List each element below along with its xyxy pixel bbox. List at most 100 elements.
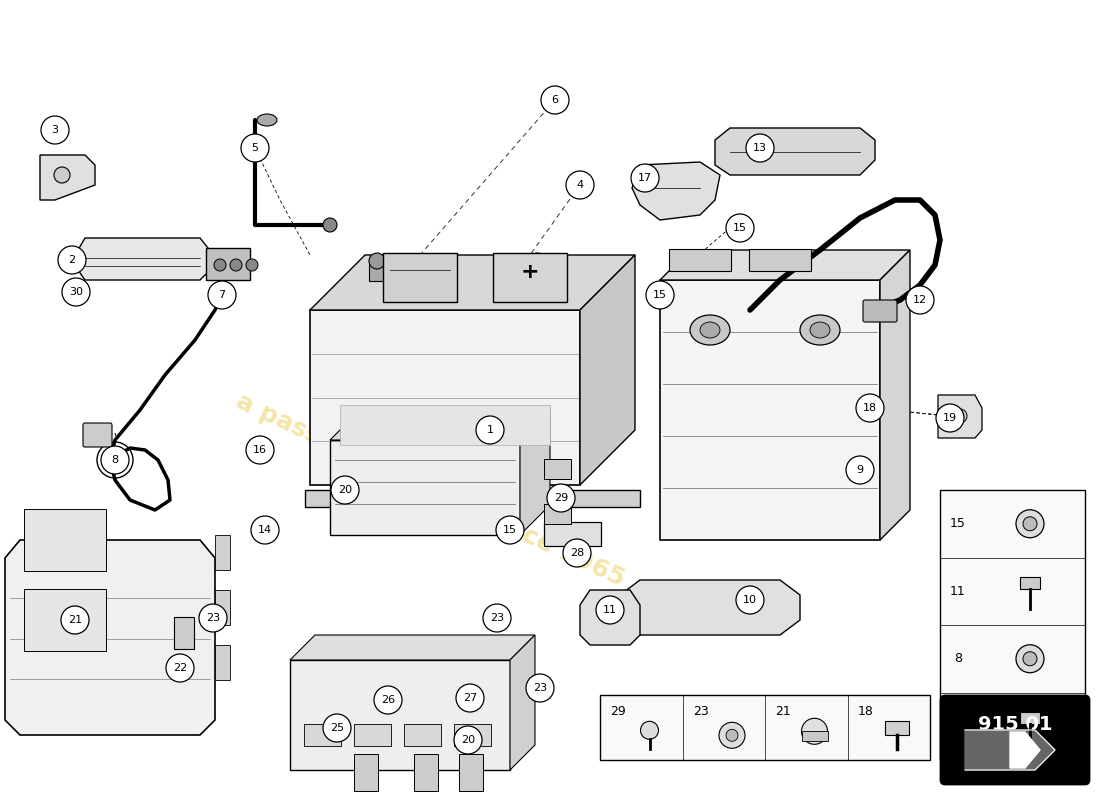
Text: 17: 17 — [638, 173, 652, 183]
Text: 9: 9 — [857, 465, 864, 475]
Circle shape — [1016, 510, 1044, 538]
Circle shape — [331, 476, 359, 504]
FancyBboxPatch shape — [544, 459, 571, 479]
Text: 29: 29 — [554, 493, 568, 503]
Text: 12: 12 — [913, 295, 927, 305]
Text: 8: 8 — [111, 455, 119, 465]
FancyBboxPatch shape — [459, 754, 483, 791]
Circle shape — [323, 714, 351, 742]
FancyBboxPatch shape — [940, 490, 1085, 760]
FancyBboxPatch shape — [1020, 712, 1040, 724]
FancyBboxPatch shape — [354, 724, 390, 746]
Text: 30: 30 — [69, 287, 82, 297]
FancyBboxPatch shape — [206, 248, 250, 280]
Polygon shape — [310, 255, 635, 310]
FancyBboxPatch shape — [600, 695, 930, 760]
Circle shape — [476, 416, 504, 444]
Text: 4: 4 — [576, 180, 584, 190]
Polygon shape — [620, 580, 800, 635]
Circle shape — [846, 456, 874, 484]
Circle shape — [936, 404, 964, 432]
Circle shape — [54, 167, 70, 183]
FancyBboxPatch shape — [940, 696, 1089, 784]
Text: 23: 23 — [490, 613, 504, 623]
Polygon shape — [330, 440, 520, 535]
FancyBboxPatch shape — [404, 724, 441, 746]
Polygon shape — [510, 635, 535, 770]
Text: 3: 3 — [52, 125, 58, 135]
Circle shape — [646, 281, 674, 309]
Polygon shape — [520, 410, 550, 535]
Circle shape — [726, 214, 754, 242]
Polygon shape — [40, 155, 95, 200]
Polygon shape — [368, 261, 385, 281]
Circle shape — [1023, 652, 1037, 666]
Circle shape — [208, 281, 236, 309]
Polygon shape — [880, 250, 910, 540]
Circle shape — [368, 253, 385, 269]
Circle shape — [97, 442, 133, 478]
Circle shape — [58, 246, 86, 274]
Text: 23: 23 — [532, 683, 547, 693]
Text: 27: 27 — [463, 693, 477, 703]
Circle shape — [953, 409, 967, 423]
Polygon shape — [290, 660, 510, 770]
Text: 22: 22 — [173, 663, 187, 673]
Circle shape — [374, 686, 401, 714]
Circle shape — [526, 674, 554, 702]
Text: 5: 5 — [252, 143, 258, 153]
Text: 10: 10 — [742, 595, 757, 605]
FancyBboxPatch shape — [354, 754, 378, 791]
Text: 25: 25 — [330, 723, 344, 733]
Circle shape — [41, 116, 69, 144]
Polygon shape — [965, 730, 1055, 770]
Circle shape — [719, 722, 745, 748]
Polygon shape — [78, 238, 208, 280]
Ellipse shape — [800, 315, 840, 345]
Text: 19: 19 — [943, 413, 957, 423]
Circle shape — [456, 684, 484, 712]
Polygon shape — [938, 395, 982, 438]
Text: 11: 11 — [603, 605, 617, 615]
FancyBboxPatch shape — [802, 731, 827, 742]
Text: 21: 21 — [68, 615, 82, 625]
Circle shape — [199, 604, 227, 632]
FancyBboxPatch shape — [214, 535, 230, 570]
Polygon shape — [330, 410, 550, 440]
Text: 11: 11 — [950, 585, 966, 598]
Text: 13: 13 — [754, 143, 767, 153]
Text: 16: 16 — [253, 445, 267, 455]
Text: 15: 15 — [950, 518, 966, 530]
Text: 20: 20 — [338, 485, 352, 495]
FancyBboxPatch shape — [383, 253, 456, 302]
Text: 29: 29 — [610, 705, 626, 718]
Polygon shape — [660, 280, 880, 540]
Circle shape — [166, 654, 194, 682]
Text: 26: 26 — [381, 695, 395, 705]
Circle shape — [547, 484, 575, 512]
Circle shape — [60, 606, 89, 634]
Circle shape — [596, 596, 624, 624]
Polygon shape — [632, 162, 721, 220]
Text: 8: 8 — [954, 652, 962, 666]
Circle shape — [246, 259, 258, 271]
FancyBboxPatch shape — [340, 405, 550, 445]
Text: 23: 23 — [206, 613, 220, 623]
Circle shape — [454, 726, 482, 754]
Polygon shape — [660, 250, 910, 280]
Circle shape — [483, 604, 512, 632]
Circle shape — [62, 278, 90, 306]
Circle shape — [541, 86, 569, 114]
Circle shape — [1023, 517, 1037, 530]
Circle shape — [802, 718, 827, 744]
Circle shape — [906, 286, 934, 314]
Circle shape — [214, 259, 225, 271]
Text: 28: 28 — [570, 548, 584, 558]
Text: |: | — [261, 442, 265, 454]
Circle shape — [101, 446, 129, 474]
Circle shape — [736, 586, 764, 614]
Text: 15: 15 — [503, 525, 517, 535]
FancyBboxPatch shape — [544, 504, 571, 524]
FancyBboxPatch shape — [24, 509, 106, 571]
Text: 15: 15 — [653, 290, 667, 300]
